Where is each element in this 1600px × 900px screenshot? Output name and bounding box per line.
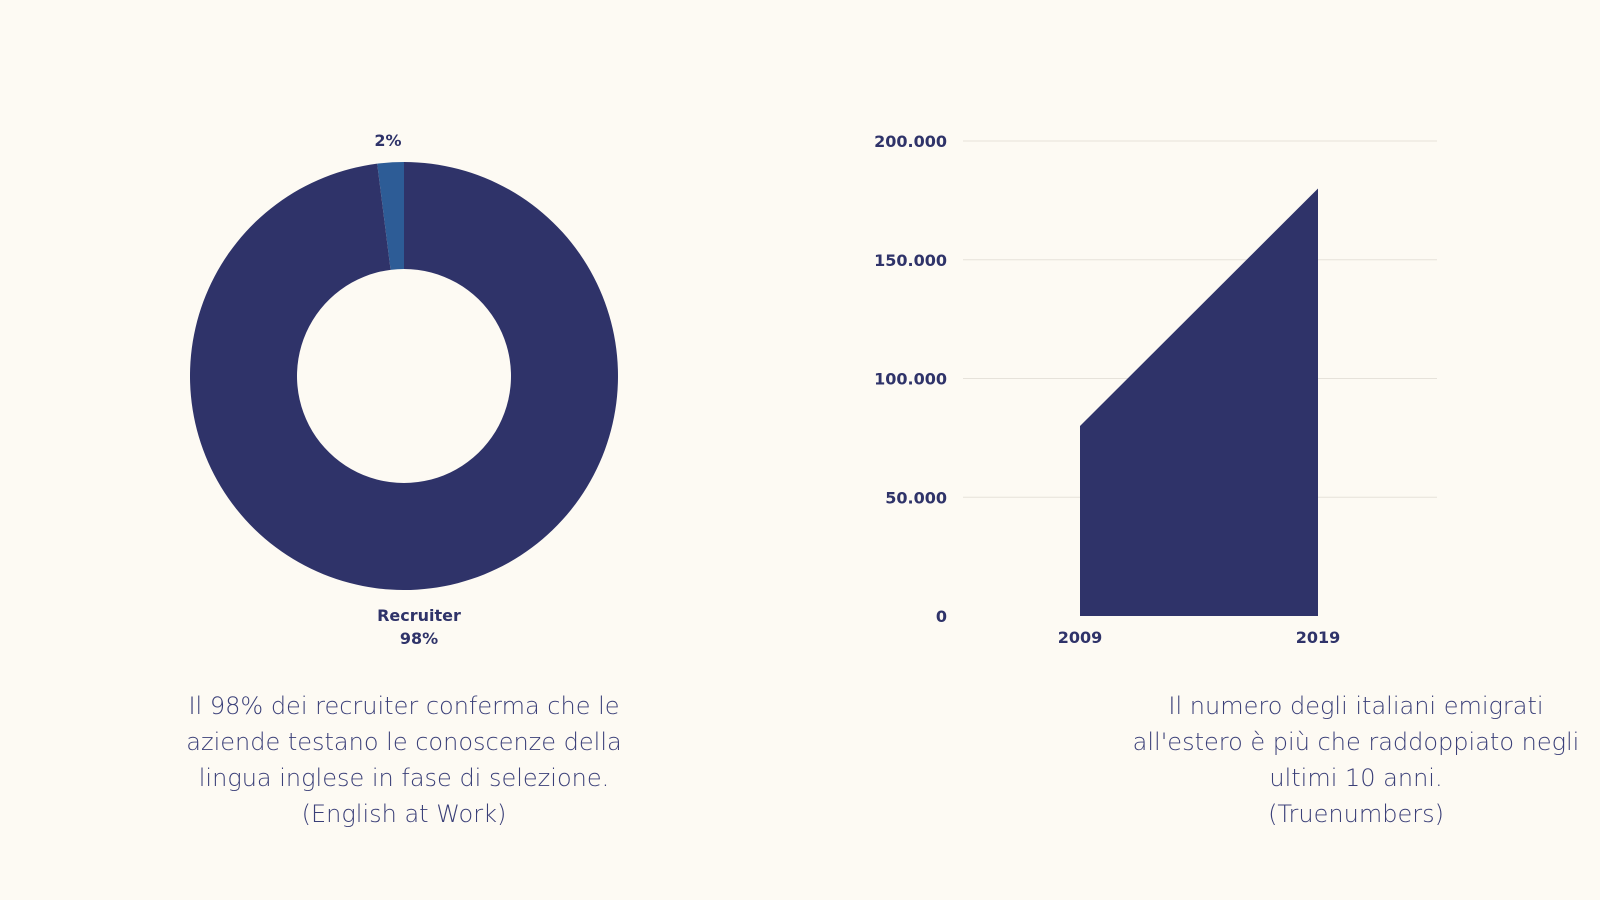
slice-value-label: 98%	[400, 629, 438, 648]
slice-category-label: Recruiter	[377, 606, 461, 625]
area-caption: Il numero degli italiani emigrati all'es…	[1096, 688, 1600, 832]
caption-line: Il 98% dei recruiter conferma che le	[188, 692, 620, 720]
area-chart-panel: 0 50.000 100.000 150.000 200.000 2009 2019 Il …	[800, 0, 1600, 900]
donut-caption: Il 98% dei recruiter conferma che le azi…	[144, 688, 664, 832]
slice-value-label: 2%	[374, 131, 401, 150]
y-tick-label: 50.000	[885, 488, 947, 507]
donut-chart-panel: 2% Recruiter 98% Il 98% dei recruiter conf…	[144, 131, 664, 832]
caption-line: ultimi 10 anni.	[1269, 764, 1443, 792]
donut-chart: 2% Recruiter 98%	[189, 131, 618, 648]
caption-line: aziende testano le conoscenze della	[186, 728, 622, 756]
area-chart: 0 50.000 100.000 150.000 200.000 2009 2019	[874, 132, 1437, 647]
y-tick-label: 200.000	[874, 132, 947, 151]
y-tick-label: 0	[936, 607, 947, 626]
area-series-0	[1080, 188, 1318, 616]
x-tick-label: 2019	[1296, 628, 1341, 647]
donut-slice-1	[189, 162, 618, 590]
caption-line: lingua inglese in fase di selezione.	[198, 764, 610, 792]
x-tick-label: 2009	[1058, 628, 1103, 647]
caption-line: all'estero è più che raddoppiato negli	[1132, 728, 1580, 756]
y-tick-label: 150.000	[874, 251, 947, 270]
caption-source: (English at Work)	[301, 800, 507, 828]
donut-slice-0	[377, 162, 404, 270]
caption-line: Il numero degli italiani emigrati	[1168, 692, 1544, 720]
caption-source: (Truenumbers)	[1268, 800, 1444, 828]
y-tick-label: 100.000	[874, 370, 947, 389]
